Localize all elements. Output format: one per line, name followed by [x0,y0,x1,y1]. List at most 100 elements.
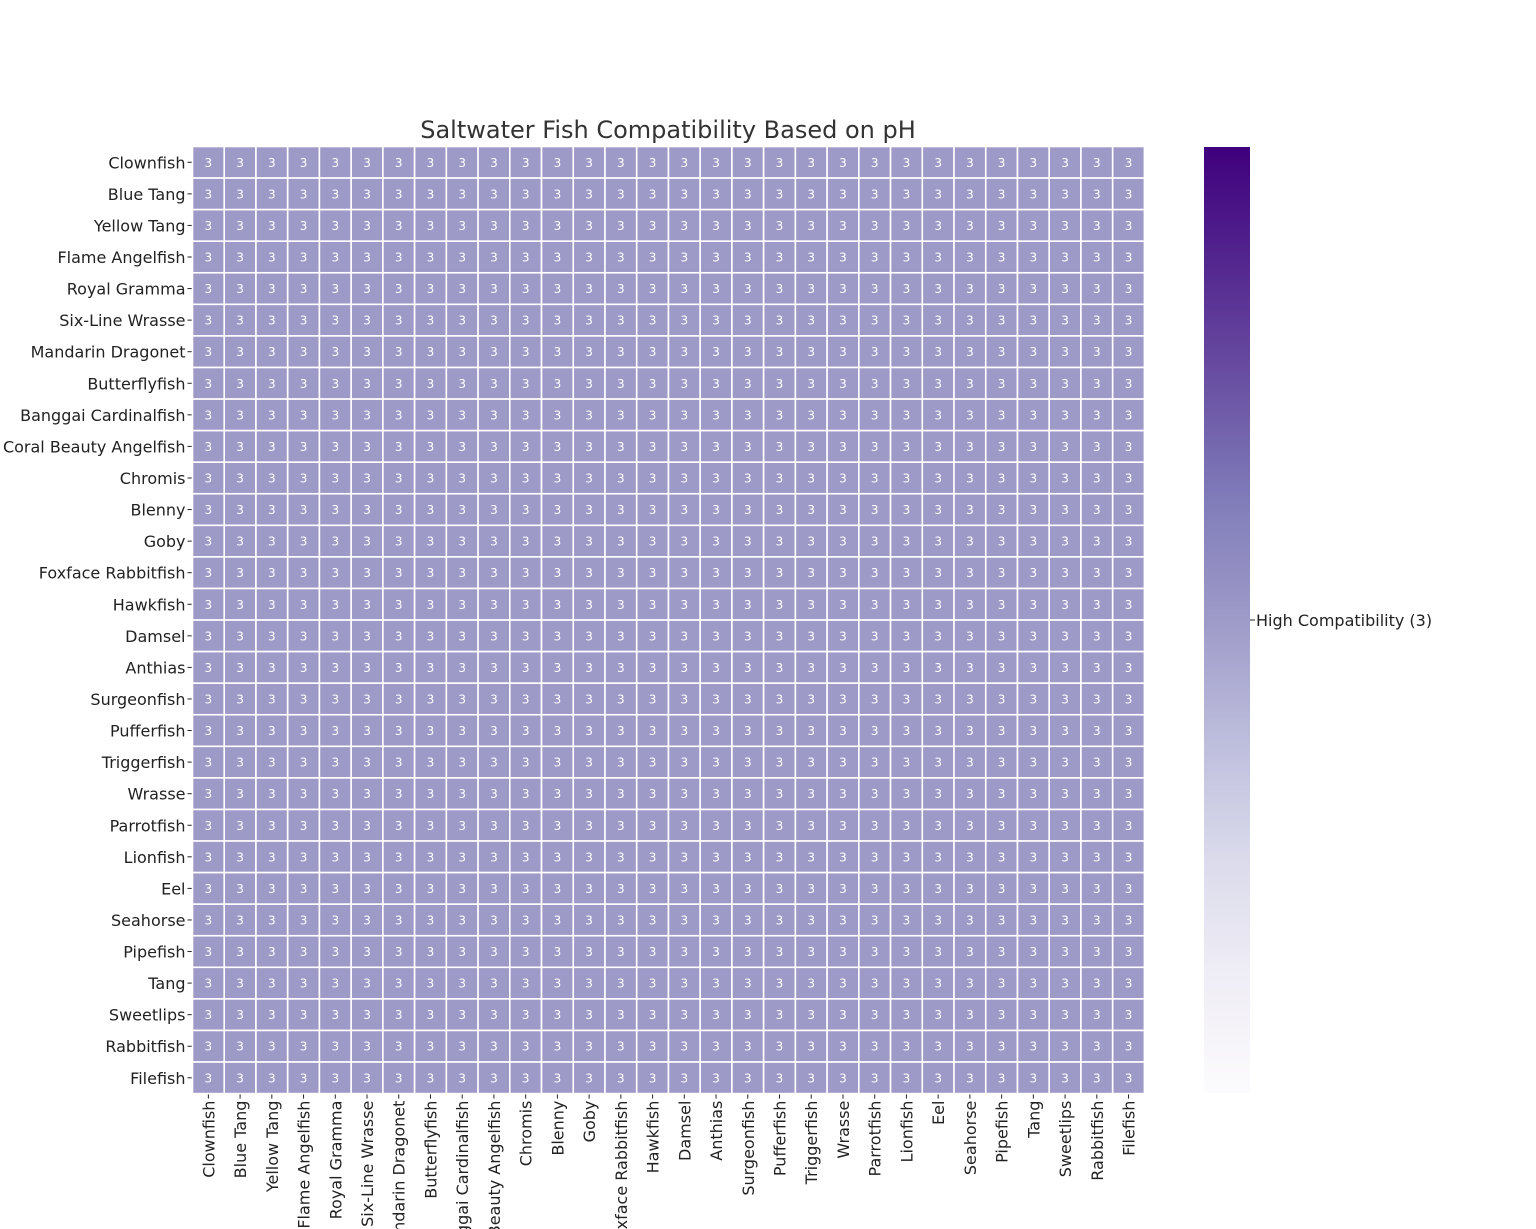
cell-value-label: 3 [680,250,688,264]
cell-value-label: 3 [458,819,466,833]
cell-value-label: 3 [966,156,974,170]
cell-value-label: 3 [712,440,720,454]
cell-value-label: 3 [934,945,942,959]
heatmap-cell [889,1061,924,1095]
cell-value-label: 3 [998,187,1006,201]
cell-value-label: 3 [998,471,1006,485]
heatmap-cell [858,429,892,464]
cell-value-label: 3 [395,314,403,328]
cell-value-label: 3 [522,314,530,328]
cell-value-label: 3 [649,1008,657,1022]
row-tick-labels: Clownfish Blue Tang Yellow Tang Flame Angel… [3,153,193,1088]
heatmap-cell [223,934,257,969]
cell-value-label: 3 [903,535,911,549]
cell-value-label: 3 [1093,1040,1101,1054]
cell-value-label: 3 [236,535,244,549]
cell-value-label: 3 [712,566,720,580]
cell-value-label: 3 [331,345,339,359]
heatmap-cell [984,524,1019,558]
heatmap-cell [953,492,987,527]
cell-value-label: 3 [205,692,213,706]
cell-value-label: 3 [1093,977,1101,991]
heatmap-cell [667,619,701,653]
cell-value-label: 3 [522,692,530,706]
cell-value-label: 3 [490,787,498,801]
heatmap-cell [1016,682,1051,716]
heatmap-cell [1080,335,1114,369]
heatmap-cell [731,587,765,621]
heatmap-cell [286,461,321,495]
cell-value-label: 3 [966,471,974,485]
cell-value-label: 3 [744,787,752,801]
cell-value-label: 3 [1093,219,1101,233]
cell-value-label: 3 [744,850,752,864]
cell-value-label: 3 [903,787,911,801]
heatmap-cell [1111,713,1146,748]
cell-value-label: 3 [205,882,213,896]
cell-value-label: 3 [680,535,688,549]
cell-value-label: 3 [363,566,371,580]
cell-value-label: 3 [776,945,784,959]
cell-value-label: 3 [1125,598,1133,612]
cell-value-label: 3 [331,408,339,422]
cell-value-label: 3 [776,377,784,391]
heatmap-cell [1111,903,1146,937]
cell-value-label: 3 [712,819,720,833]
cell-value-label: 3 [554,724,562,738]
cell-value-label: 3 [395,724,403,738]
heatmap-cell [1048,1029,1082,1063]
cell-value-label: 3 [839,787,847,801]
cell-value-label: 3 [617,1071,625,1085]
cell-value-label: 3 [1030,314,1038,328]
column-tick-label: Yellow Tang [263,1101,282,1194]
cell-value-label: 3 [554,598,562,612]
cell-value-label: 3 [522,629,530,643]
cell-value-label: 3 [236,787,244,801]
cell-value-label: 3 [205,1071,213,1085]
cell-value-label: 3 [966,819,974,833]
cell-value-label: 3 [649,471,657,485]
cell-value-label: 3 [934,787,942,801]
cell-value-label: 3 [744,1008,752,1022]
cell-value-label: 3 [903,408,911,422]
cell-value-label: 3 [649,156,657,170]
cell-value-label: 3 [585,850,593,864]
cell-value-label: 3 [1125,440,1133,454]
cell-value-label: 3 [427,913,435,927]
cell-value-label: 3 [871,503,879,517]
cell-value-label: 3 [554,187,562,201]
cell-value-label: 3 [268,787,276,801]
column-tick-label: Parrotfish [866,1101,885,1177]
cell-value-label: 3 [1030,598,1038,612]
heatmap-cell [762,966,797,1000]
cell-value-label: 3 [934,408,942,422]
cell-value-label: 3 [522,756,530,770]
heatmap-cell [1080,998,1114,1032]
cell-value-label: 3 [807,377,815,391]
cell-value-label: 3 [807,503,815,517]
heatmap-cell [318,366,352,400]
heatmap-cell [191,429,226,464]
cell-value-label: 3 [522,850,530,864]
heatmap-cell [350,145,384,179]
cell-value-label: 3 [300,345,308,359]
heatmap-cell [572,177,606,211]
cell-value-label: 3 [458,913,466,927]
heatmap-cell [508,903,543,937]
cell-value-label: 3 [966,787,974,801]
heatmap-cell [1111,429,1146,464]
cell-value-label: 3 [649,282,657,296]
cell-value-label: 3 [458,408,466,422]
cell-value-label: 3 [903,250,911,264]
heatmap-cell [667,240,701,274]
cell-value-label: 3 [903,692,911,706]
cell-value-label: 3 [268,977,276,991]
heatmap-cell [223,177,257,211]
cell-value-label: 3 [680,503,688,517]
heatmap-cell [1111,208,1146,243]
heatmap-cell [286,619,321,653]
cell-value-label: 3 [427,408,435,422]
cell-value-label: 3 [1093,1071,1101,1085]
cell-value-label: 3 [712,629,720,643]
